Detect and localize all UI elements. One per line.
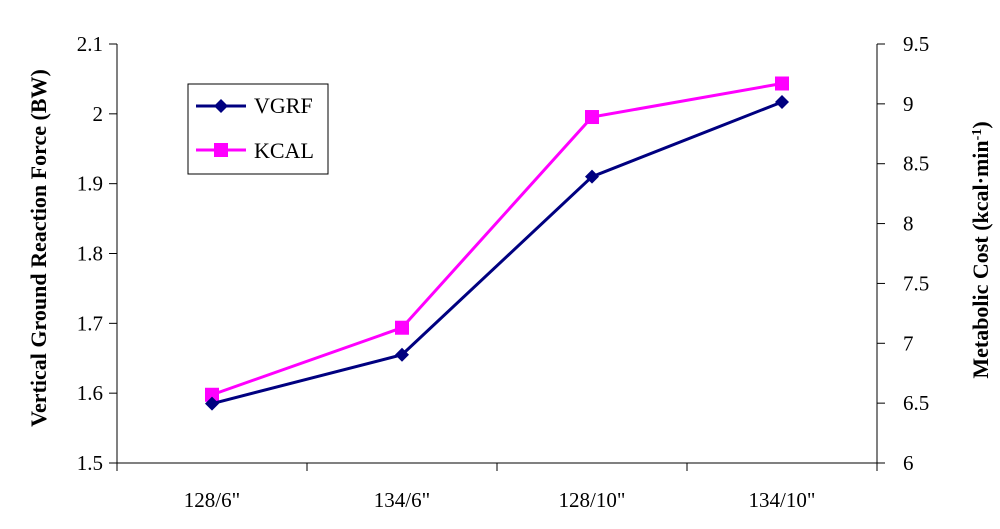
series-kcal-line xyxy=(211,82,783,397)
series-kcal-point xyxy=(205,387,219,402)
series-vgrf-point xyxy=(775,94,789,109)
left-tick-label: 2.1 xyxy=(77,32,103,56)
x-tick-label: 134/10" xyxy=(749,488,816,512)
series-kcal-point xyxy=(775,76,789,91)
right-tick-label: 8.5 xyxy=(903,152,929,176)
x-tick-label: 128/10" xyxy=(559,488,626,512)
series-kcal-point xyxy=(585,110,599,125)
x-tick-label: 128/6" xyxy=(184,488,240,512)
legend: VGRF KCAL xyxy=(187,83,329,175)
left-tick-label: 1.6 xyxy=(77,381,103,405)
right-tick-label: 9 xyxy=(903,92,914,116)
legend-vgrf-marker xyxy=(214,99,228,113)
series-vgrf-point xyxy=(205,396,219,411)
right-tick-label: 9.5 xyxy=(903,32,929,56)
right-tick-label: 8 xyxy=(903,212,914,236)
series-vgrf-line xyxy=(211,100,783,406)
right-axis-title-main: Metabolic Cost (kcal·min xyxy=(968,140,993,378)
right-axis-title: Metabolic Cost (kcal·min-1) xyxy=(968,121,993,378)
left-axis-title: Vertical Ground Reaction Force (BW) xyxy=(26,69,51,427)
series-vgrf-point xyxy=(585,169,599,184)
right-tick-label: 7.5 xyxy=(903,271,929,295)
left-tick-label: 1.9 xyxy=(77,172,103,196)
x-axis-ticks: 128/6" 134/6" 128/10" 134/10" xyxy=(116,463,878,512)
left-tick-label: 1.7 xyxy=(77,311,103,335)
right-axis-ticks: 6 6.5 7 7.5 8 8.5 9 9.5 xyxy=(877,32,929,475)
left-tick-label: 2 xyxy=(93,102,104,126)
legend-kcal-marker xyxy=(214,143,228,157)
right-axis-title-superscript: -1 xyxy=(970,129,985,141)
series-kcal xyxy=(205,76,789,402)
legend-vgrf-label: VGRF xyxy=(254,93,313,118)
left-axis-ticks: 1.5 1.6 1.7 1.8 1.9 2 2.1 xyxy=(77,32,117,475)
left-tick-label: 1.8 xyxy=(77,242,103,266)
right-tick-label: 6 xyxy=(903,451,914,475)
series-kcal-point xyxy=(395,320,409,335)
x-tick-label: 134/6" xyxy=(374,488,430,512)
series-vgrf-point xyxy=(395,347,409,362)
right-tick-label: 7 xyxy=(903,331,914,355)
right-tick-label: 6.5 xyxy=(903,391,929,415)
legend-box xyxy=(187,83,329,175)
series-vgrf xyxy=(205,94,789,411)
right-axis-title-close: ) xyxy=(968,121,993,128)
legend-kcal-label: KCAL xyxy=(254,138,314,163)
series-layer xyxy=(205,76,789,411)
left-tick-label: 1.5 xyxy=(77,451,103,475)
